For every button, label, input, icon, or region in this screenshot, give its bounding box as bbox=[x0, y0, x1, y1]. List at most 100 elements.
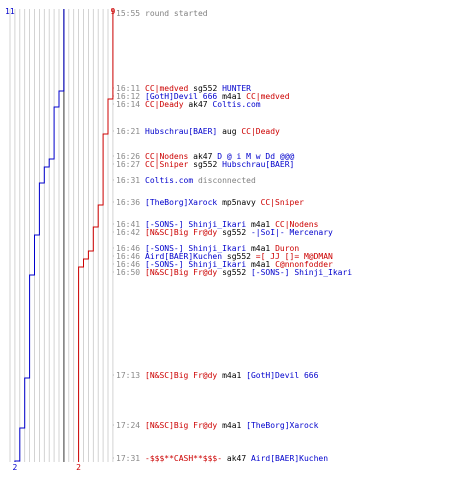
event-segment: ak47 bbox=[222, 454, 251, 463]
event-row: 15:55 round started bbox=[116, 9, 208, 18]
event-segment: m4a1 bbox=[217, 92, 246, 101]
event-time: 17:31 bbox=[116, 454, 140, 463]
event-segment: CC|Deady bbox=[145, 100, 184, 109]
event-text: CC|Nodens ak47 D @ i M w Dd @@@ bbox=[145, 152, 295, 161]
event-segment: [GotH]Devil 666 bbox=[246, 371, 318, 380]
event-text: CC|Sniper sg552 Hubschrau[BAER] bbox=[145, 160, 294, 169]
event-time: 17:24 bbox=[116, 421, 140, 430]
event-time: 17:13 bbox=[116, 371, 140, 380]
event-segment: HUNTER bbox=[222, 84, 251, 93]
event-segment: ak47 bbox=[184, 100, 213, 109]
event-segment: m4a1 bbox=[246, 244, 275, 253]
event-row: 16:14 CC|Deady ak47 Coltis.com bbox=[116, 100, 261, 109]
event-row: 16:46 [-SONS-] Shinji_Ikari m4a1 C@nnonfo… bbox=[116, 260, 333, 269]
event-segment: CC|Sniper bbox=[145, 160, 189, 169]
event-time: 16:11 bbox=[116, 84, 140, 93]
event-segment: [TheBorg]Xarock bbox=[145, 198, 217, 207]
event-segment: sg552 bbox=[188, 84, 222, 93]
event-text: CC|medved sg552 HUNTER bbox=[145, 84, 251, 93]
event-text: [TheBorg]Xarock mp5navy CC|Sniper bbox=[145, 198, 304, 207]
event-row: 16:27 CC|Sniper sg552 Hubschrau[BAER] bbox=[116, 160, 294, 169]
event-segment: Aird[BAER]Kuchen bbox=[145, 252, 222, 261]
event-log: 15:55 round started 16:11 CC|medved sg552 H… bbox=[116, 9, 352, 463]
event-time: 16:12 bbox=[116, 92, 140, 101]
event-row: 16:21 Hubschrau[BAER] aug CC|Deady bbox=[116, 127, 280, 136]
event-text: [-SONS-] Shinji_Ikari m4a1 C@nnonfodder bbox=[145, 260, 333, 269]
event-segment: CC|Nodens bbox=[145, 152, 189, 161]
event-segment: [-SONS-] Shinji_Ikari bbox=[145, 220, 246, 229]
event-segment: sg552 bbox=[188, 160, 222, 169]
event-row: 16:11 CC|medved sg552 HUNTER bbox=[116, 84, 251, 93]
event-text: -$$$**CASH**$$$- ak47 Aird[BAER]Kuchen bbox=[145, 454, 328, 463]
red-team-alive-line bbox=[78, 9, 114, 462]
event-segment: D @ i M w Dd @@@ bbox=[217, 152, 294, 161]
event-time: 16:36 bbox=[116, 198, 140, 207]
event-row: 16:12 [GotH]Devil 666 m4a1 CC|medved bbox=[116, 92, 290, 101]
event-segment: m4a1 bbox=[217, 371, 246, 380]
event-segment: Duron bbox=[275, 244, 299, 253]
event-segment: m4a1 bbox=[246, 260, 275, 269]
event-segment: C@nnonfodder bbox=[275, 260, 333, 269]
event-segment: CC|Deady bbox=[241, 127, 280, 136]
event-row: 16:26 CC|Nodens ak47 D @ i M w Dd @@@ bbox=[116, 152, 295, 161]
event-segment: [GotH]Devil 666 bbox=[145, 92, 217, 101]
event-guide-lines bbox=[112, 12, 114, 459]
event-time: 16:46 bbox=[116, 260, 140, 269]
grid-lines bbox=[9, 9, 114, 462]
event-time: 16:46 bbox=[116, 252, 140, 261]
event-text: round started bbox=[145, 9, 208, 18]
blue-end-score: 2 bbox=[12, 463, 17, 472]
event-row: 17:24 [N&SC]Big Fr@dy m4a1 [TheBorg]Xaroc… bbox=[116, 421, 319, 430]
event-row: 16:50 [N&SC]Big Fr@dy sg552 [-SONS-] Shin… bbox=[116, 268, 352, 277]
event-segment: CC|medved bbox=[145, 84, 189, 93]
event-segment: sg552 bbox=[217, 268, 251, 277]
red-start-score: 9 bbox=[110, 7, 115, 16]
event-segment: disconnected bbox=[193, 176, 256, 185]
event-segment: CC|Nodens bbox=[275, 220, 319, 229]
event-segment: m4a1 bbox=[217, 421, 246, 430]
event-row: 16:36 [TheBorg]Xarock mp5navy CC|Sniper bbox=[116, 198, 304, 207]
event-text: [N&SC]Big Fr@dy sg552 -|SoI|- Mercenary bbox=[145, 228, 333, 237]
event-text: [N&SC]Big Fr@dy m4a1 [GotH]Devil 666 bbox=[145, 371, 319, 380]
event-segment: [N&SC]Big Fr@dy bbox=[145, 421, 217, 430]
event-segment: Coltis.com bbox=[212, 100, 260, 109]
event-time: 16:41 bbox=[116, 220, 140, 229]
event-segment: [N&SC]Big Fr@dy bbox=[145, 228, 217, 237]
event-row: 16:46 Aird[BAER]Kuchen sg552 =[ JJ []= M@… bbox=[116, 252, 333, 261]
blue-team-alive-line bbox=[14, 9, 65, 462]
event-segment: m4a1 bbox=[246, 220, 275, 229]
event-segment: =[ JJ []= M@DMAN bbox=[256, 252, 333, 261]
event-row: 16:46 [-SONS-] Shinji_Ikari m4a1 Duron bbox=[116, 244, 299, 253]
event-time: 16:50 bbox=[116, 268, 140, 277]
event-segment: aug bbox=[217, 127, 241, 136]
event-time: 16:14 bbox=[116, 100, 140, 109]
event-text: [N&SC]Big Fr@dy sg552 [-SONS-] Shinji_Ik… bbox=[145, 268, 352, 277]
event-text: CC|Deady ak47 Coltis.com bbox=[145, 100, 261, 109]
event-segment: round started bbox=[145, 9, 208, 18]
event-segment: [-SONS-] Shinji_Ikari bbox=[145, 244, 246, 253]
event-segment: mp5navy bbox=[217, 198, 260, 207]
event-time: 16:46 bbox=[116, 244, 140, 253]
event-text: [GotH]Devil 666 m4a1 CC|medved bbox=[145, 92, 290, 101]
event-row: 16:31 Coltis.com disconnected bbox=[116, 176, 256, 185]
blue-start-score: 11 bbox=[5, 7, 15, 16]
score-labels: 11 9 2 2 bbox=[5, 7, 115, 472]
event-segment: sg552 bbox=[222, 252, 256, 261]
event-segment: [N&SC]Big Fr@dy bbox=[145, 371, 217, 380]
red-end-score: 2 bbox=[76, 463, 81, 472]
event-segment: CC|Sniper bbox=[261, 198, 305, 207]
event-segment: Coltis.com bbox=[145, 176, 193, 185]
event-segment: -$$$**CASH**$$$- bbox=[145, 454, 222, 463]
event-segment: [TheBorg]Xarock bbox=[246, 421, 318, 430]
event-row: 16:42 [N&SC]Big Fr@dy sg552 -|SoI|- Merce… bbox=[116, 228, 333, 237]
event-segment: -|SoI|- Mercenary bbox=[251, 228, 333, 237]
event-segment: ak47 bbox=[188, 152, 217, 161]
event-text: [-SONS-] Shinji_Ikari m4a1 CC|Nodens bbox=[145, 220, 319, 229]
event-time: 16:21 bbox=[116, 127, 140, 136]
event-segment: [-SONS-] Shinji_Ikari bbox=[251, 268, 352, 277]
event-segment: [N&SC]Big Fr@dy bbox=[145, 268, 217, 277]
event-time: 16:42 bbox=[116, 228, 140, 237]
event-text: Aird[BAER]Kuchen sg552 =[ JJ []= M@DMAN bbox=[145, 252, 333, 261]
event-row: 17:31 -$$$**CASH**$$$- ak47 Aird[BAER]Kuc… bbox=[116, 454, 328, 463]
